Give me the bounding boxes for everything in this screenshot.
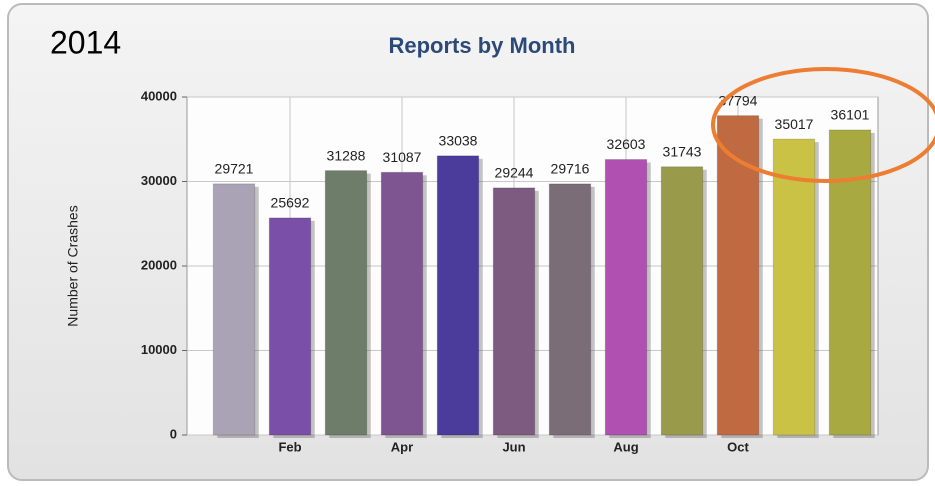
- bar: [772, 138, 816, 436]
- bar: [828, 129, 872, 436]
- value-label: 36101: [831, 107, 870, 123]
- value-label: 29716: [551, 161, 590, 177]
- value-label: 31087: [383, 149, 422, 165]
- bar: [716, 115, 760, 436]
- value-label: 35017: [775, 116, 814, 132]
- y-tick-label: 0: [170, 426, 177, 441]
- year-label: 2014: [50, 24, 121, 60]
- x-tick-label: Apr: [391, 439, 413, 454]
- value-label: 29244: [495, 165, 534, 181]
- bar: [548, 183, 592, 436]
- bar: [660, 166, 704, 436]
- bar: [268, 217, 312, 436]
- x-tick-label: Jun: [502, 439, 525, 454]
- bar: [212, 183, 256, 436]
- x-tick-label: Feb: [278, 439, 301, 454]
- y-tick-label: 40000: [141, 88, 177, 103]
- y-tick-label: 20000: [141, 257, 177, 272]
- y-tick-label: 10000: [141, 342, 177, 357]
- value-label: 31288: [327, 147, 366, 163]
- chart-title: Reports by Month: [389, 33, 576, 58]
- y-tick-label: 30000: [141, 173, 177, 188]
- bar: [604, 159, 648, 436]
- value-label: 25692: [271, 195, 310, 211]
- y-axis-label: Number of Crashes: [65, 205, 81, 326]
- value-label: 31743: [663, 143, 702, 159]
- x-tick-label: Aug: [613, 439, 638, 454]
- bar: [436, 155, 480, 436]
- x-tick-label: Oct: [727, 439, 749, 454]
- value-label: 33038: [439, 133, 478, 149]
- highlight-ellipse: [711, 67, 935, 183]
- bar: [380, 171, 424, 436]
- bar: [324, 170, 368, 436]
- value-label: 32603: [607, 136, 646, 152]
- value-label: 29721: [215, 161, 254, 177]
- bar: [492, 187, 536, 436]
